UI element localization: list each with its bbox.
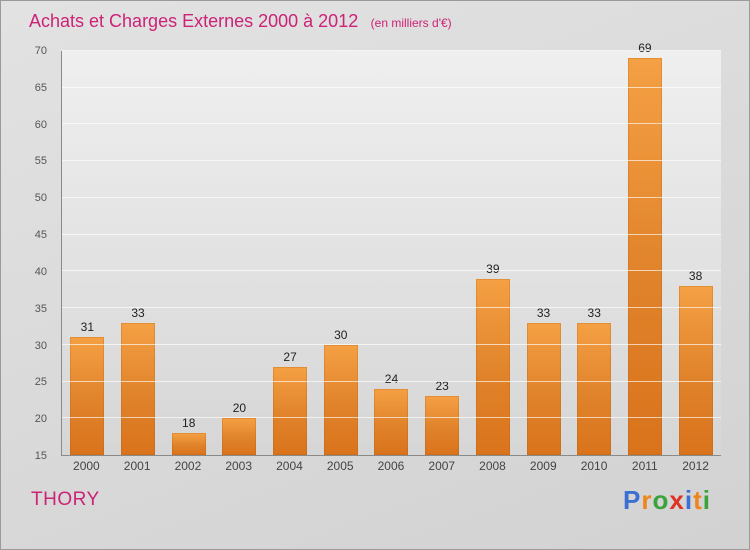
logo-letter: i — [702, 485, 711, 515]
y-tick-label: 45 — [34, 229, 47, 242]
plot-area: 31 33 18 20 27 30 24 23 39 33 33 69 38 — [61, 41, 721, 456]
bar-2010[interactable]: 33 — [577, 306, 612, 455]
bar-2007[interactable]: 23 — [425, 379, 460, 455]
bar-slot: 27 — [265, 51, 316, 455]
bar-slot: 69 — [620, 41, 671, 455]
bars-row: 31 33 18 20 27 30 24 23 39 33 33 69 38 — [62, 41, 721, 455]
chart-title: Achats et Charges Externes 2000 à 2012 — [29, 11, 359, 31]
x-tick-label: 2010 — [580, 459, 608, 473]
bar-slot: 33 — [518, 51, 569, 455]
x-tick-label: 2008 — [479, 459, 506, 473]
x-tick-label: 2004 — [276, 459, 303, 473]
bar-2003[interactable]: 20 — [222, 401, 257, 455]
bar-slot: 30 — [315, 51, 366, 455]
y-tick-label: 25 — [34, 376, 47, 389]
bar-value-label: 27 — [283, 349, 297, 364]
logo-letter: x — [669, 485, 685, 515]
x-tick-label: 2007 — [428, 459, 456, 473]
bar-slot: 38 — [670, 51, 721, 455]
x-tick-label: 2005 — [326, 459, 354, 473]
bar-2005[interactable]: 30 — [323, 328, 358, 455]
y-tick-label: 55 — [34, 155, 47, 168]
bar-2004[interactable]: 27 — [273, 350, 308, 455]
logo-letter: t — [693, 485, 703, 515]
bar-slot: 39 — [468, 51, 519, 455]
bar-value-label: 20 — [232, 401, 247, 416]
bar-value-label: 33 — [536, 305, 551, 320]
bar-slot: 18 — [163, 51, 214, 455]
logo-letter: P — [623, 485, 642, 515]
bar-value-label: 18 — [182, 415, 196, 430]
bar-2008[interactable]: 39 — [475, 262, 510, 455]
bar-2012[interactable]: 38 — [678, 269, 713, 455]
bar-value-label: 23 — [435, 379, 449, 394]
bar-slot: 23 — [417, 51, 468, 455]
bar-value-label: 39 — [486, 261, 500, 276]
y-tick-label: 15 — [34, 450, 47, 462]
y-tick-label: 65 — [34, 81, 47, 94]
logo-letter: i — [684, 485, 694, 515]
x-axis-labels: 2000 2001 2002 2003 2004 2005 2006 2007 2008 2009… — [61, 459, 721, 473]
bar-2000[interactable]: 31 — [70, 320, 105, 455]
bar-slot: 33 — [569, 51, 620, 455]
company-name: THORY — [31, 489, 100, 510]
x-tick-label: 2009 — [529, 459, 557, 473]
x-tick-label: 2012 — [682, 459, 709, 473]
bar-2011[interactable]: 69 — [627, 41, 662, 455]
x-tick-label: 2001 — [123, 459, 151, 473]
x-tick-label: 2002 — [174, 459, 202, 473]
bar-slot: 31 — [62, 51, 113, 455]
x-tick-label: 2011 — [631, 459, 658, 473]
bar-value-label: 69 — [638, 41, 652, 56]
bar-2001[interactable]: 33 — [121, 306, 156, 455]
chart-header: Achats et Charges Externes 2000 à 2012 (… — [29, 11, 452, 32]
x-tick-label: 2000 — [73, 459, 100, 473]
y-tick-label: 35 — [34, 302, 47, 315]
logo-letter: o — [652, 485, 670, 515]
y-tick-label: 50 — [34, 192, 47, 205]
bar-slot: 24 — [366, 51, 417, 455]
chart-subtitle: (en milliers d'€) — [370, 16, 452, 30]
bar-2009[interactable]: 33 — [526, 306, 561, 455]
y-tick-label: 60 — [34, 118, 47, 131]
bar-value-label: 38 — [688, 269, 703, 284]
bar-value-label: 24 — [384, 371, 399, 386]
bar-slot: 33 — [113, 51, 164, 455]
x-tick-label: 2006 — [377, 459, 405, 473]
y-tick-label: 30 — [34, 339, 47, 352]
bar-2006[interactable]: 24 — [374, 372, 409, 455]
bar-value-label: 33 — [131, 305, 145, 320]
y-tick-label: 40 — [34, 265, 47, 278]
bar-value-label: 30 — [334, 327, 348, 342]
y-tick-label: 70 — [34, 45, 47, 57]
proxiti-logo[interactable]: Proxiti — [623, 485, 711, 516]
bar-value-label: 33 — [587, 305, 601, 320]
y-axis-labels: 15 20 25 30 35 40 45 50 55 60 65 70 — [1, 45, 57, 462]
y-tick-label: 20 — [34, 413, 47, 426]
bar-slot: 20 — [214, 51, 265, 455]
logo-letter: r — [641, 485, 653, 515]
x-tick-label: 2003 — [225, 459, 253, 473]
bar-2002[interactable]: 18 — [171, 416, 206, 455]
bar-value-label: 31 — [80, 320, 95, 335]
